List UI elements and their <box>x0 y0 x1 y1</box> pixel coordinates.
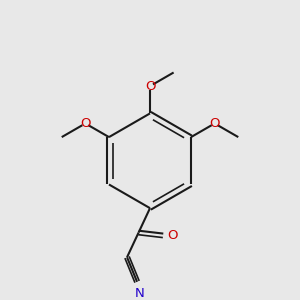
Text: O: O <box>209 117 220 130</box>
Text: O: O <box>80 117 91 130</box>
Text: O: O <box>145 80 155 93</box>
Text: N: N <box>134 287 144 300</box>
Text: O: O <box>167 229 178 242</box>
